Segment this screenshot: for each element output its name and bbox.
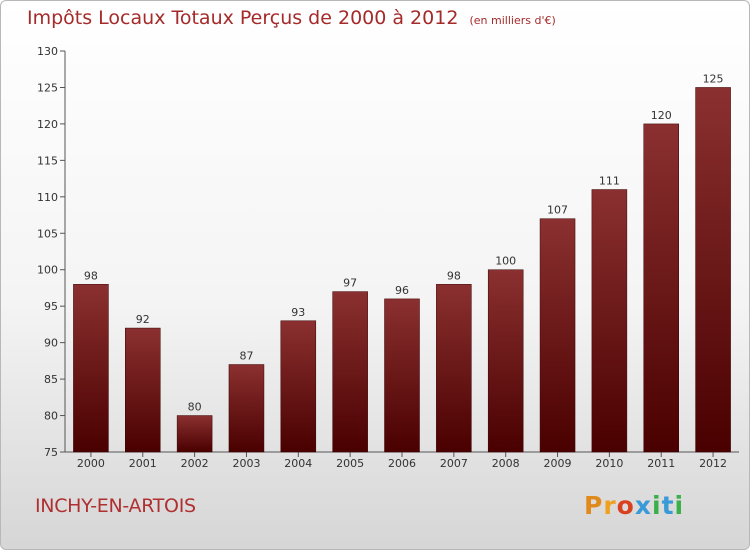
data-label-2006: 96: [395, 284, 409, 297]
y-tick-label: 85: [44, 373, 58, 386]
x-tick-label-2009: 2009: [544, 457, 572, 470]
data-label-2005: 97: [343, 277, 357, 290]
x-tick-label-2004: 2004: [284, 457, 312, 470]
y-tick-label: 130: [37, 45, 58, 58]
bar-2000: [73, 284, 109, 453]
x-tick-label-2005: 2005: [336, 457, 364, 470]
data-label-2011: 120: [651, 109, 672, 122]
x-tick-label-2001: 2001: [129, 457, 157, 470]
y-tick-label: 120: [37, 118, 58, 131]
data-label-2008: 100: [495, 255, 516, 268]
x-tick-label-2002: 2002: [181, 457, 209, 470]
y-tick-label: 75: [44, 446, 58, 459]
bar-2011: [643, 123, 679, 453]
commune-name: INCHY-EN-ARTOIS: [35, 495, 196, 517]
y-tick-label: 110: [37, 191, 58, 204]
bar-2001: [125, 327, 161, 453]
data-label-2010: 111: [599, 175, 620, 188]
chart-unit: (en milliers d'€): [469, 14, 556, 27]
bar-2006: [384, 298, 420, 453]
y-tick-label: 90: [44, 337, 58, 350]
bar-2009: [539, 218, 576, 453]
y-tick-label: 100: [37, 264, 58, 277]
data-label-2003: 87: [239, 350, 253, 363]
data-label-2000: 98: [84, 269, 98, 282]
bar-2007: [436, 284, 472, 453]
proxiti-logo: Proxiti: [584, 491, 685, 520]
data-label-2012: 125: [703, 72, 724, 85]
bar-2003: [228, 364, 265, 453]
y-tick-label: 95: [44, 300, 58, 313]
data-label-2007: 98: [447, 269, 461, 282]
bar-2008: [487, 269, 524, 453]
data-label-2002: 80: [188, 401, 202, 414]
chart-title-row: Impôts Locaux Totaux Perçus de 2000 à 20…: [27, 7, 556, 29]
bar-2012: [695, 87, 731, 453]
x-tick-label-2011: 2011: [647, 457, 675, 470]
x-tick-label-2010: 2010: [595, 457, 623, 470]
x-tick-label-2012: 2012: [699, 457, 727, 470]
x-tick-label-2006: 2006: [388, 457, 416, 470]
x-tick-label-2007: 2007: [440, 457, 468, 470]
data-label-2009: 107: [547, 204, 568, 217]
x-tick-label-2003: 2003: [232, 457, 260, 470]
x-tick-label-2008: 2008: [492, 457, 520, 470]
x-tick-label-2000: 2000: [77, 457, 105, 470]
bar-2005: [332, 291, 368, 453]
y-tick-label: 115: [37, 154, 58, 167]
bar-2010: [591, 189, 628, 453]
data-label-2004: 93: [291, 306, 305, 319]
y-tick-label: 80: [44, 410, 58, 423]
chart-title: Impôts Locaux Totaux Perçus de 2000 à 20…: [27, 7, 459, 29]
y-tick-label: 105: [37, 227, 58, 240]
y-tick-label: 125: [37, 81, 58, 94]
data-label-2001: 92: [136, 313, 150, 326]
bar-2002: [176, 415, 213, 453]
bar-2004: [280, 320, 317, 453]
